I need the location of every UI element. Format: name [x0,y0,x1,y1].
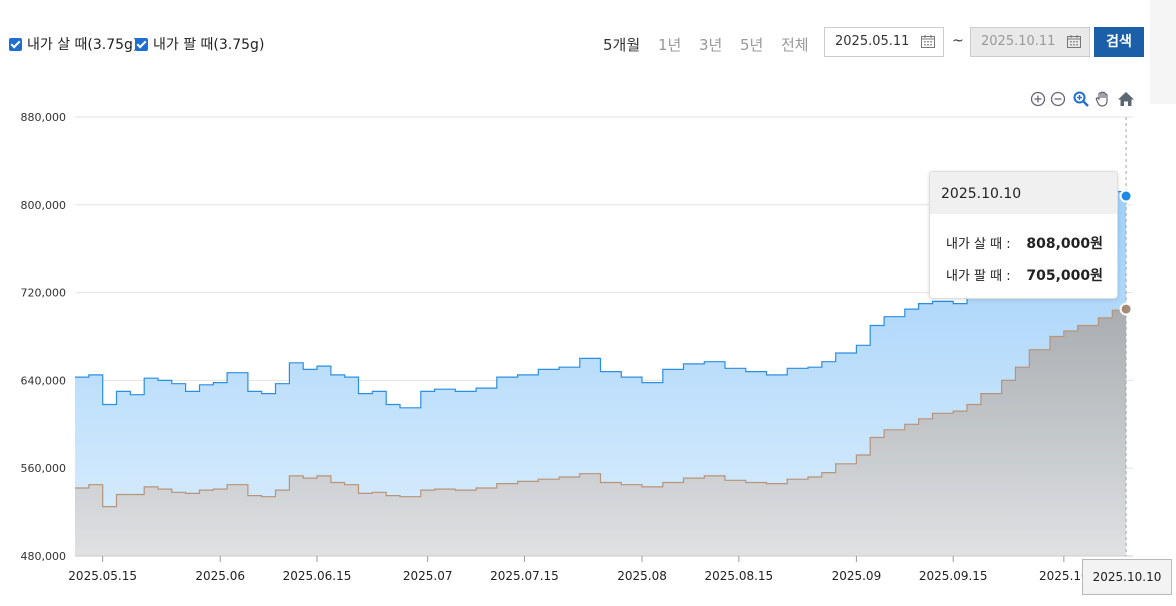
end-date-field[interactable]: 2025.10.11 [970,27,1090,57]
home-icon[interactable] [1117,90,1135,108]
x-tick-label: 2025.08 [617,569,667,583]
x-tick-label: 2025.09.15 [919,569,988,583]
x-tick-label: 2025.06 [195,569,245,583]
end-date-value: 2025.10.11 [981,34,1056,49]
pan-hand-icon[interactable] [1094,90,1112,108]
x-tick-label: 2025.05.15 [68,569,137,583]
buy-series-line [75,191,1127,409]
buy-hover-marker [1119,189,1133,203]
tooltip-sell-row: 내가 팔 때 : 705,000원 [946,265,1103,284]
legend-sell[interactable]: 내가 팔 때(3.75g) [135,34,264,54]
crosshair [1119,117,1133,556]
zoom-out-icon[interactable] [1049,90,1067,108]
period-5-months[interactable]: 5개월 [603,36,641,54]
x-tick-label: 2025.07.15 [490,569,559,583]
search-button[interactable]: 검색 [1094,27,1144,57]
buy-checkbox-icon[interactable] [9,37,22,51]
tooltip-sell-value: 705,000원 [1026,268,1103,284]
period-all[interactable]: 전체 [781,36,809,54]
crosshair-date-label: 2025.10.10 [1082,559,1172,595]
y-tick-label: 560,000 [21,462,67,475]
magnify-icon[interactable] [1072,90,1090,108]
sell-hover-marker [1119,302,1133,316]
period-1-year[interactable]: 1년 [658,36,682,54]
tooltip-buy-label: 내가 살 때 : [946,237,1011,252]
y-tick-label: 480,000 [21,550,67,563]
calendar-icon[interactable] [1067,35,1081,48]
y-tick-label: 800,000 [21,199,67,212]
axes: 480,000 560,000 640,000 720,000 800,000 880,0… [21,111,1133,583]
period-5-years[interactable]: 5년 [740,36,764,54]
sell-series-area [75,309,1127,556]
period-3-years[interactable]: 3년 [699,36,723,54]
y-tick-label: 880,000 [21,111,67,124]
y-tick-label: 640,000 [21,374,67,387]
x-tick-label: 2025.07 [403,569,453,583]
x-tick-label: 2025.08.15 [704,569,773,583]
zoom-in-icon[interactable] [1029,90,1047,108]
legend-buy[interactable]: 내가 살 때(3.75g) [9,34,138,54]
x-tick-label: 2025.06.15 [283,569,352,583]
tooltip-buy-row: 내가 살 때 : 808,000원 [946,233,1103,252]
sell-checkbox-icon[interactable] [135,37,148,51]
x-tick-label: 2025.09 [832,569,882,583]
legend-buy-label: 내가 살 때(3.75g) [27,37,139,53]
tooltip-date: 2025.10.10 [930,172,1117,214]
x-tick-label: 2025.10 [1039,569,1089,583]
start-date-value: 2025.05.11 [835,34,910,49]
legend-sell-label: 내가 팔 때(3.75g) [153,37,265,53]
series-lines [75,191,1127,508]
chart-tooltip: 2025.10.10 내가 살 때 : 808,000원 내가 팔 때 : 70… [929,171,1118,299]
start-date-field[interactable]: 2025.05.11 [824,27,944,57]
y-tick-label: 720,000 [21,287,67,300]
top-controls: 내가 살 때(3.75g) 내가 팔 때(3.75g) 5개월 1년 3년 5년… [0,0,1176,86]
date-separator: ~ [952,33,964,49]
tooltip-sell-label: 내가 팔 때 : [946,269,1011,284]
sell-series-line [75,309,1127,508]
tooltip-buy-value: 808,000원 [1026,236,1103,252]
series-areas [75,191,1127,556]
calendar-icon[interactable] [921,35,935,48]
side-panel-strip [1150,0,1176,104]
